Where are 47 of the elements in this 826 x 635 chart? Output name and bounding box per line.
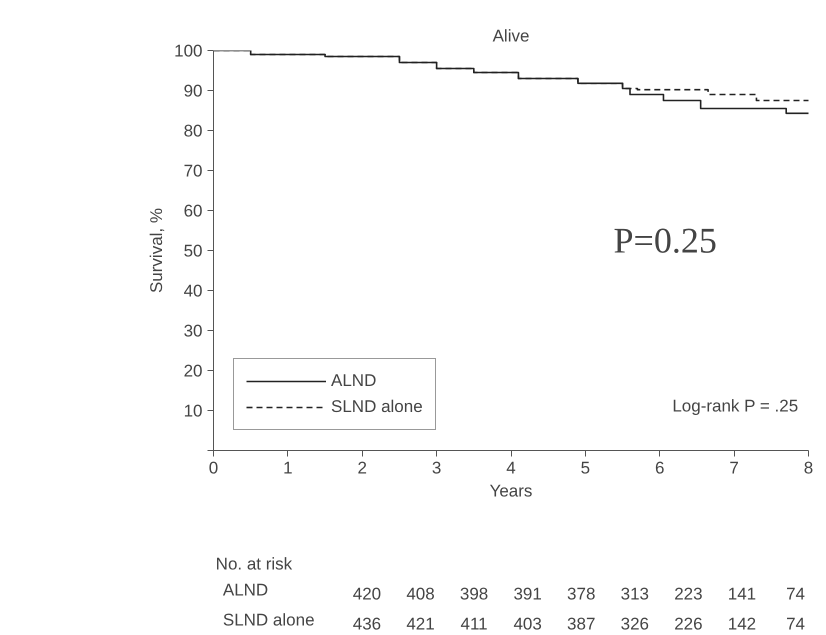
- text: ALND: [222, 580, 268, 600]
- y-tick-label: 30: [184, 322, 203, 340]
- y-tick-label: 90: [184, 82, 203, 100]
- x-tick-label: 2: [358, 458, 367, 478]
- y-tick-label: 100: [174, 42, 203, 60]
- y-tick-label: 10: [184, 402, 203, 420]
- text: 387: [567, 614, 596, 634]
- text: SLND alone: [222, 610, 315, 630]
- text: 74: [786, 614, 805, 634]
- y-tick-label: 70: [184, 162, 203, 180]
- text: 313: [620, 584, 649, 604]
- y-axis-title: Survival, %: [147, 208, 166, 294]
- x-tick-label: 0: [208, 458, 218, 478]
- text: No. at risk: [216, 554, 293, 574]
- x-tick-label: 5: [580, 458, 590, 478]
- annotation: P=0.25: [614, 220, 717, 260]
- y-tick-label: 80: [184, 122, 203, 140]
- text: 74: [786, 584, 805, 604]
- text: 421: [406, 614, 435, 634]
- y-tick-label: 60: [184, 202, 203, 220]
- x-tick-label: 4: [506, 458, 516, 478]
- text: 141: [728, 584, 756, 604]
- x-tick-label: 1: [283, 458, 293, 478]
- text: 436: [352, 614, 382, 634]
- text: 326: [620, 614, 649, 634]
- x-tick-label: 7: [729, 458, 739, 478]
- text: 420: [352, 584, 382, 604]
- text: 142: [728, 614, 756, 634]
- x-axis-title: Years: [490, 482, 532, 500]
- x-tick-label: 3: [432, 458, 442, 478]
- text: 223: [674, 584, 703, 604]
- text: 378: [567, 584, 596, 604]
- x-tick-label: 6: [655, 458, 664, 478]
- text: 408: [406, 584, 435, 604]
- annotation: Log-rank P = .25: [672, 396, 798, 416]
- y-tick-label: 50: [184, 242, 203, 260]
- y-tick-label: 20: [184, 362, 203, 380]
- text: 226: [674, 614, 703, 634]
- y-tick-label: 40: [184, 282, 203, 300]
- chart-title: Alive: [492, 26, 530, 46]
- text: 411: [460, 614, 488, 634]
- text: 403: [513, 614, 542, 634]
- text: 398: [460, 584, 488, 604]
- text: 391: [513, 584, 542, 604]
- legend-label: SLND alone: [331, 397, 423, 417]
- legend-label: ALND: [331, 371, 376, 391]
- x-tick-label: 8: [804, 458, 814, 478]
